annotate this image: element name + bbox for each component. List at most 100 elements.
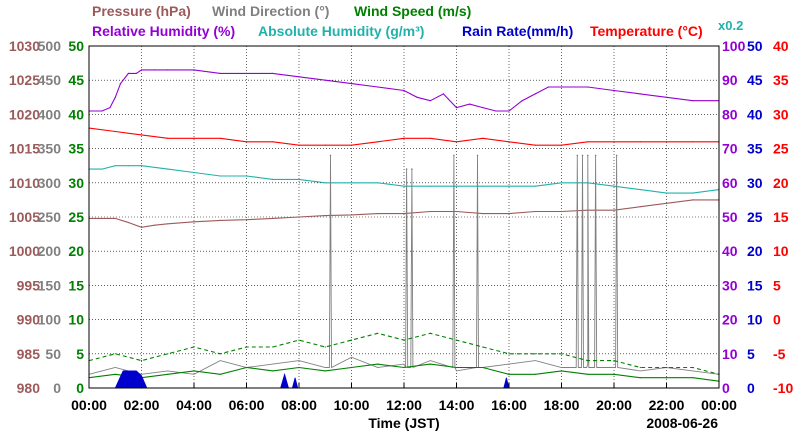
series-1-point-14 [403,185,405,187]
series-6-point-8 [298,339,300,341]
series-5-point-17 [534,373,536,375]
series-5-point-20 [613,373,615,375]
series-0-point-3 [114,96,116,98]
series-0-point-13 [272,72,274,74]
tick-wind_speed-7: 15 [68,277,84,293]
x-tick-10: 20:00 [596,397,632,413]
series-6-point-5 [219,353,221,355]
series-2-point-13 [429,137,431,139]
x-tick-12: 00:00 [701,397,737,413]
tick-pressure-3: 1015 [9,141,40,157]
series-3-point-16 [455,210,458,213]
series-3-point-9 [272,217,274,219]
series-2-point-14 [455,141,458,143]
tick-temp-7: 5 [773,277,781,293]
series-5-point-16 [508,373,510,375]
legend-wind-speed: Wind Speed (m/s) [354,3,471,19]
tick-wind_speed-1: 45 [68,72,84,88]
wind-dir-spike-7 [587,154,589,157]
series-0-point-21 [442,93,444,95]
tick-wind_speed-5: 25 [68,209,84,225]
series-2-point-5 [219,137,221,139]
series-3-point-4 [154,224,156,226]
series-0-point-17 [377,86,379,88]
series-1-point-5 [167,168,169,170]
series-5-point-9 [324,370,326,372]
series-1-point-3 [127,165,129,167]
series-5-point-14 [455,366,458,369]
tick-wind_dir-7: 150 [38,277,62,293]
series-1-point-19 [534,185,536,187]
series-0-point-25 [495,110,497,112]
series-0-point-34 [665,96,668,98]
series-0-point-14 [298,76,300,78]
series-5-point-23 [692,377,694,379]
tick-rain-5: 25 [747,209,763,225]
series-6-point-18 [560,353,563,355]
series-0-point-9 [167,69,169,71]
tick-rain-1: 45 [747,72,763,88]
tick-pressure-0: 1030 [9,38,40,54]
series-6-point-13 [429,332,431,334]
wind-dir-spike-9 [615,154,618,157]
series-3-point-13 [377,213,379,215]
series-2-point-4 [193,137,195,139]
rain-event-3 [503,377,510,389]
legend-absolute-humidity: Absolute Humidity (g/m³) [258,23,424,39]
series-2-point-18 [560,144,563,146]
series-6-point-16 [508,353,510,355]
series-6-point-11 [377,332,379,334]
series-5-point-22 [665,377,668,379]
series-3-point-18 [508,213,510,215]
tick-wind_dir-6: 200 [38,243,62,259]
tick-rain-10: 0 [747,380,755,396]
series-1-point-4 [140,165,143,167]
series-6-point-12 [403,339,405,341]
series-1-point-17 [482,185,484,187]
series-5-point-19 [587,373,589,375]
wind-dir-spike-1 [405,168,408,170]
series-0-point-10 [193,69,195,71]
legend-temperature: Temperature (°C) [590,23,703,39]
tick-temp-8: 0 [773,312,781,328]
tick-rain-4: 30 [747,175,763,191]
x-tick-9: 18:00 [544,397,580,413]
series-6-point-10 [350,339,353,341]
series-1-point-16 [455,185,458,187]
x-tick-4: 08:00 [281,397,317,413]
series-0-point-20 [429,100,431,102]
series-0-point-12 [245,72,248,74]
tick-wind_dir-9: 50 [45,346,61,362]
tick-rh-6: 40 [722,243,738,259]
legend-ah-scale: x0.2 [718,18,743,33]
tick-temp-5: 15 [773,209,789,225]
series-2-point-9 [324,144,326,146]
series-6-point-2 [140,360,143,362]
series-6-point-15 [482,346,484,348]
series-5-point-10 [350,366,353,369]
series-1-point-6 [193,171,195,174]
series-3-point-25 [692,199,694,201]
series-5-point-8 [298,366,300,369]
series-0-point-23 [469,103,471,105]
tick-wind_speed-0: 50 [68,38,84,54]
series-6-point-17 [534,353,536,355]
series-0-point-5 [127,72,129,74]
series-2-point-15 [482,137,484,139]
series-3-point-2 [127,221,129,224]
tick-pressure-4: 1010 [9,175,40,191]
series-6-point-3 [167,353,169,355]
tick-rain-6: 20 [747,243,763,259]
series-5-point-4 [193,370,195,372]
series-3-point-23 [639,206,641,208]
tick-rh-5: 50 [722,209,738,225]
series-6-point-14 [455,339,458,341]
tick-rh-9: 10 [722,346,738,362]
series-3-point-11 [324,215,326,217]
tick-rain-7: 15 [747,277,763,293]
series-2-point-10 [350,144,353,146]
series-3-point-19 [534,210,536,213]
tick-temp-0: 40 [773,38,789,54]
series-layer [88,69,720,389]
tick-pressure-8: 990 [17,312,41,328]
